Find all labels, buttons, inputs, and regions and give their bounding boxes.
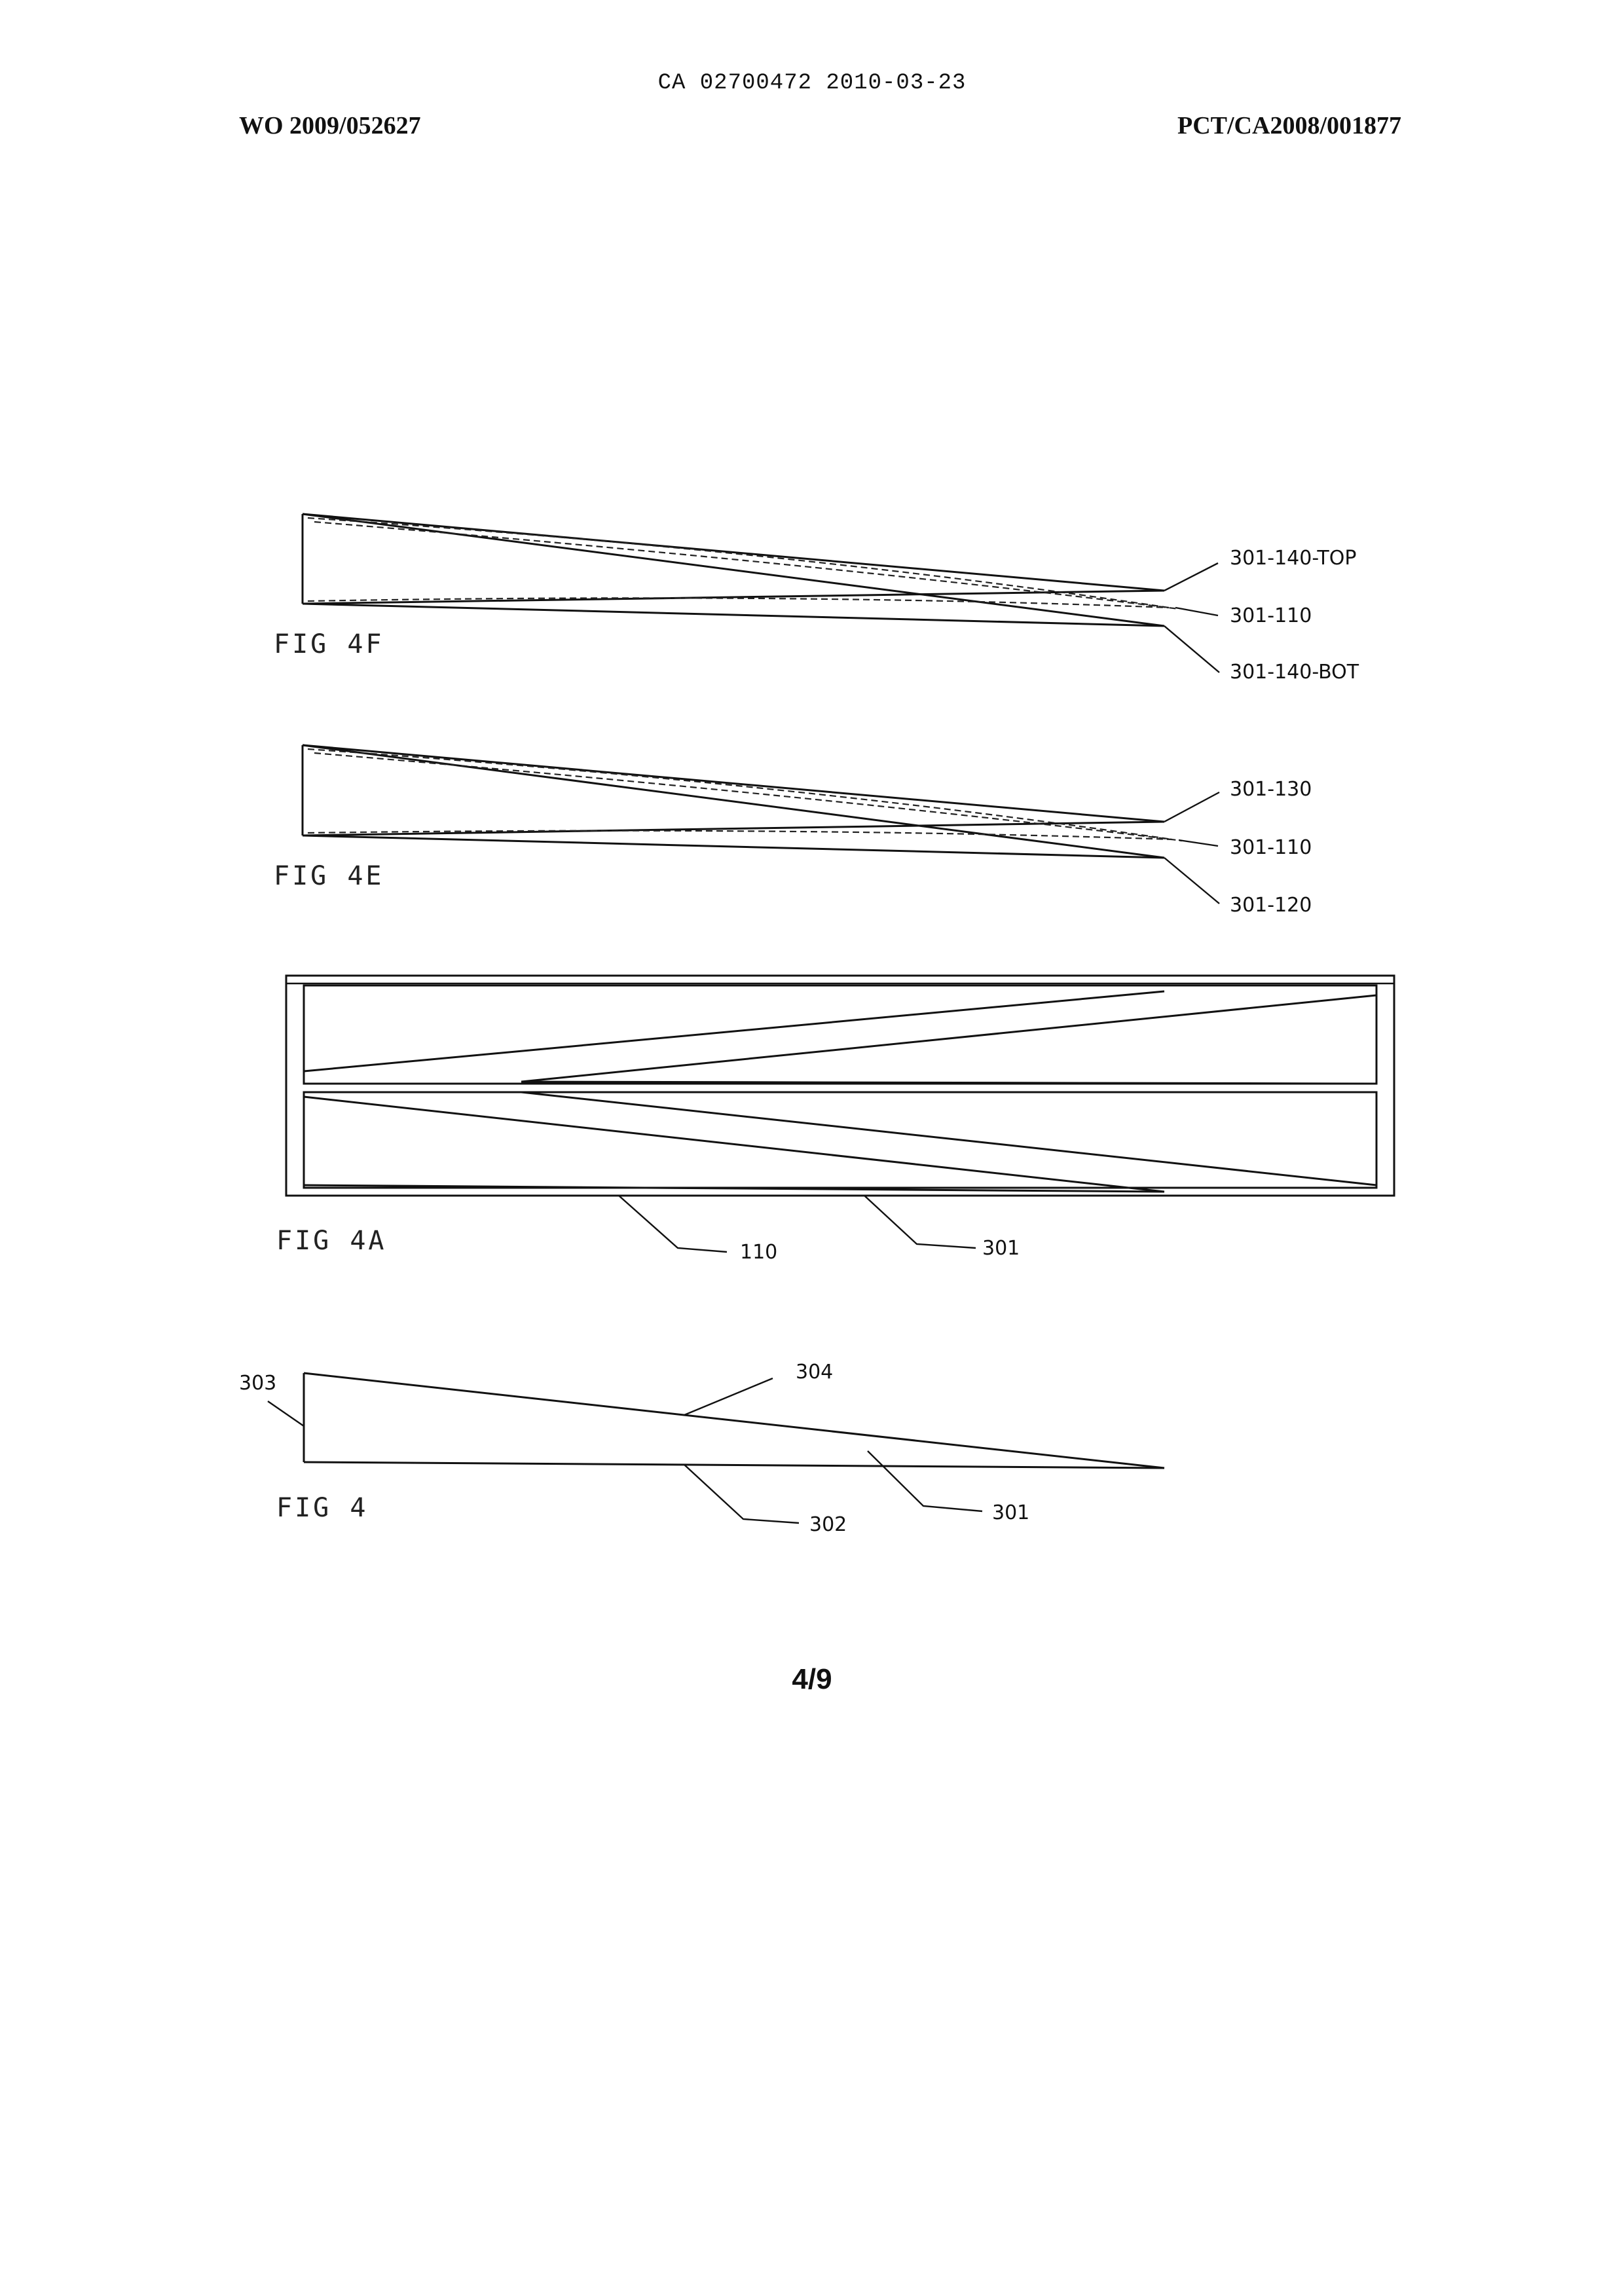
ref-301: 301 xyxy=(982,1237,1020,1260)
ref-301-130: 301-130 xyxy=(1230,778,1312,801)
figure-label: FIG 4A xyxy=(276,1226,387,1256)
figure-4e: 301-130 301-110 301-120 FIG 4E xyxy=(274,745,1312,917)
ref-301: 301 xyxy=(992,1501,1029,1524)
ref-301-140-bot: 301-140-BOT xyxy=(1230,661,1359,684)
ref-301-110: 301-110 xyxy=(1230,604,1312,627)
ref-304: 304 xyxy=(796,1361,833,1384)
ref-301-110: 301-110 xyxy=(1230,836,1312,859)
ref-303: 303 xyxy=(239,1372,276,1395)
figure-label: FIG 4F xyxy=(274,629,384,659)
figure-4f: 301-140-TOP 301-110 301-140-BOT FIG 4F xyxy=(274,514,1359,684)
figure-4: 303 304 302 301 FIG 4 xyxy=(239,1361,1164,1536)
figure-label: FIG 4E xyxy=(274,861,384,891)
figure-label: FIG 4 xyxy=(276,1493,368,1523)
page-number: 4/9 xyxy=(0,1663,1624,1696)
figure-4a: 110 301 FIG 4A xyxy=(276,976,1394,1264)
ref-301-140-top: 301-140-TOP xyxy=(1230,547,1356,570)
ref-110: 110 xyxy=(740,1241,777,1264)
ref-301-120: 301-120 xyxy=(1230,894,1312,917)
ref-302: 302 xyxy=(809,1513,847,1536)
